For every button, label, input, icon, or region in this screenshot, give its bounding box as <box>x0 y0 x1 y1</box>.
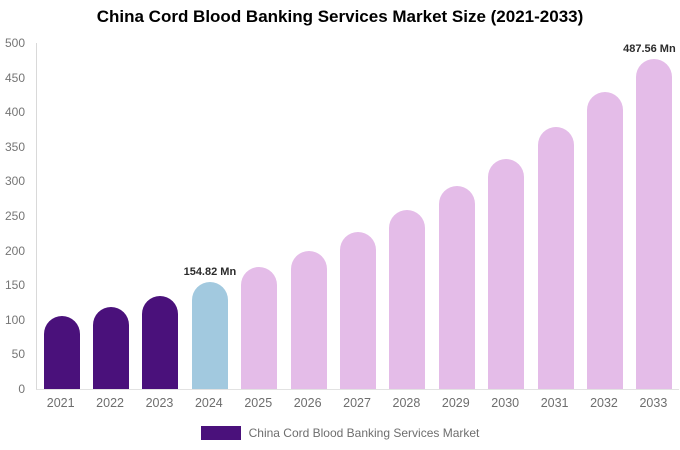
bar-2026[interactable] <box>290 250 327 389</box>
bar-column-2033: 487.56 Mn <box>623 43 679 389</box>
bar-2025[interactable] <box>241 267 278 389</box>
x-tick-label-2030: 2030 <box>491 396 520 410</box>
y-tick-label: 150 <box>4 278 25 293</box>
y-tick-label: 500 <box>4 36 25 50</box>
y-tick-label: 100 <box>4 312 25 327</box>
x-tick-label-2028: 2028 <box>392 396 421 410</box>
y-tick-label: 50 <box>11 347 25 362</box>
bar-2022[interactable] <box>93 306 130 389</box>
x-tick-label-2032: 2032 <box>590 396 618 410</box>
bar-column-2021 <box>37 43 86 389</box>
legend-swatch <box>200 426 241 440</box>
x-axis: 2021 2022 2023 2024 2025 2026 2027 2028 2029 2030… <box>36 396 678 410</box>
bars-group: 154.82 Mn 487.56 Mn <box>37 43 679 389</box>
bar-2031[interactable] <box>537 127 574 389</box>
chart-title: China Cord Blood Banking Services Market… <box>96 7 584 26</box>
x-tick-label-2027: 2027 <box>343 396 371 410</box>
bar-column-2022 <box>86 43 135 389</box>
bar-2029[interactable] <box>438 186 475 389</box>
y-tick-label: 200 <box>4 243 25 258</box>
bar-2033[interactable] <box>636 59 673 389</box>
bar-value-label-2024: 154.82 Mn <box>183 265 237 278</box>
bar-column-2024: 154.82 Mn <box>183 43 237 389</box>
x-tick-label-2026: 2026 <box>293 396 322 410</box>
legend-label: China Cord Blood Banking Services Market <box>248 426 480 440</box>
bar-column-2031 <box>531 43 580 389</box>
x-tick-label-2029: 2029 <box>441 396 470 410</box>
bar-column-2030 <box>482 43 531 389</box>
x-tick-label-2024: 2024 <box>194 396 223 410</box>
bar-2024[interactable] <box>191 281 228 389</box>
bar-2021[interactable] <box>43 316 80 389</box>
x-tick-label-2031: 2031 <box>540 396 569 410</box>
bar-column-2026 <box>284 43 333 389</box>
x-tick-label-2023: 2023 <box>145 396 174 410</box>
x-tick-label-2033: 2033 <box>639 396 668 410</box>
bar-2032[interactable] <box>586 92 623 389</box>
x-tick-label-2025: 2025 <box>244 396 273 410</box>
bar-2028[interactable] <box>389 210 426 389</box>
bar-column-2023 <box>136 43 185 389</box>
bar-column-2027 <box>333 43 382 389</box>
bar-column-2028 <box>383 43 432 389</box>
x-tick-label-2021: 2021 <box>46 396 75 410</box>
legend[interactable]: China Cord Blood Banking Services Market <box>0 426 680 440</box>
bar-column-2029 <box>432 43 481 389</box>
bar-column-2032 <box>580 43 629 389</box>
y-tick-label: 0 <box>18 382 25 396</box>
y-axis: 0 50 100 150 200 250 300 350 400 450 500 <box>1 36 31 396</box>
y-tick-label: 400 <box>4 105 25 120</box>
bar-2023[interactable] <box>142 295 179 389</box>
bar-column-2025 <box>235 43 284 389</box>
x-tick-label-2022: 2022 <box>96 396 124 410</box>
bar-2027[interactable] <box>340 231 377 389</box>
y-tick-label: 250 <box>4 209 25 223</box>
plot-area: 0 50 100 150 200 250 300 350 400 450 500 154.82 Mn… <box>5 36 679 396</box>
y-tick-label: 350 <box>4 139 25 154</box>
bar-value-label-2033: 487.56 Mn <box>623 43 676 55</box>
bar-2030[interactable] <box>488 158 525 389</box>
y-tick-label: 450 <box>4 70 25 85</box>
y-tick-label: 300 <box>4 174 25 189</box>
